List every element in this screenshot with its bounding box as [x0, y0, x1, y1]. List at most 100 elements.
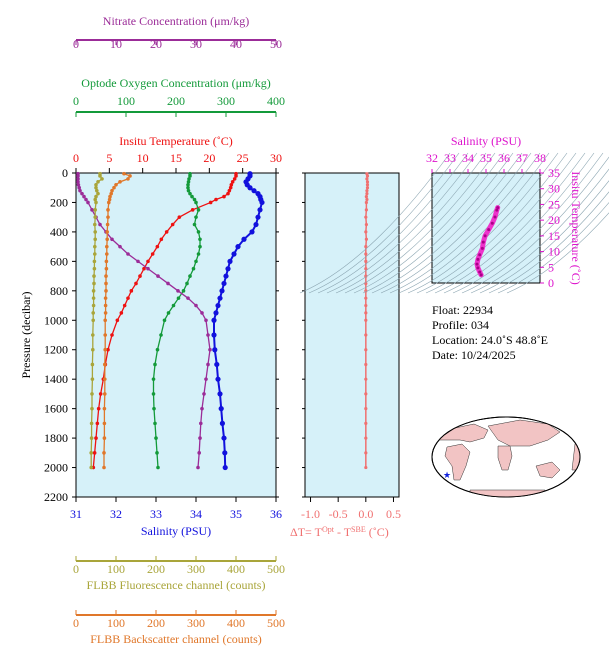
nitrate-point	[208, 347, 212, 352]
delta-t-point	[364, 377, 368, 381]
nitrate-point	[118, 244, 122, 249]
backscatter-axis-label: FLBB Backscatter channel (counts)	[90, 632, 262, 646]
delta-t-point	[364, 465, 368, 470]
delta-t-point	[364, 296, 368, 300]
fluorescence-point	[90, 377, 95, 381]
delta-t-point	[364, 407, 368, 411]
fluorescence-axis-label: FLBB Fluorescence channel (counts)	[87, 578, 266, 592]
oxygen-point	[151, 377, 156, 381]
fluorescence-tick-label: 500	[267, 562, 285, 576]
fluorescence-point	[91, 303, 96, 308]
float-info: Float: 22934 Profile: 034 Location: 24.0…	[432, 303, 548, 363]
backscatter-point	[103, 392, 107, 396]
ts-salinity-tick-label: 38	[534, 151, 546, 165]
oxygen-point	[186, 188, 191, 193]
salinity-point	[211, 332, 217, 338]
fluorescence-point	[95, 188, 99, 193]
oxygen-point	[188, 191, 192, 196]
oxygen-point	[151, 392, 156, 396]
density-contour	[299, 152, 451, 294]
fluorescence-point	[92, 281, 96, 286]
ts-point	[476, 266, 480, 270]
nitrate-point	[76, 180, 80, 184]
nitrate-point	[200, 311, 204, 315]
oxygen-point	[194, 200, 198, 205]
delta-t-point	[364, 333, 368, 337]
oxygen-point	[192, 197, 197, 202]
pressure-axis-label: Pressure (decibar)	[19, 292, 33, 379]
delta-t-point	[365, 186, 370, 190]
ts-plot-area	[431, 172, 541, 284]
backscatter-point	[114, 182, 118, 187]
temperature-point	[234, 174, 238, 178]
backscatter-point	[104, 259, 109, 264]
density-contour	[416, 152, 568, 294]
temperature-point	[208, 200, 213, 205]
pressure-tick-label: 2000	[44, 461, 68, 475]
fluorescence-tick-label: 300	[187, 562, 205, 576]
backscatter-point	[102, 421, 107, 426]
temperature-point	[119, 311, 124, 315]
nitrate-point	[156, 274, 160, 278]
temperature-point	[138, 274, 142, 278]
backscatter-point	[106, 215, 110, 219]
temperature-point	[232, 177, 237, 181]
temperature-tick-label: 15	[170, 151, 182, 165]
fluorescence-point	[94, 194, 98, 199]
oxygen-point	[198, 237, 202, 242]
temperature-point	[155, 244, 160, 249]
ts-point	[481, 240, 485, 244]
ts-temperature-tick-label: 5	[548, 260, 554, 274]
density-contour	[308, 152, 460, 294]
backscatter-point	[102, 465, 106, 470]
ts-temperature-tick-label: 35	[548, 166, 560, 180]
continent	[487, 419, 561, 447]
nitrate-point	[98, 222, 102, 227]
nitrate-point	[84, 197, 88, 202]
ts-salinity-tick-label: 35	[480, 151, 492, 165]
delta-t-point	[364, 222, 368, 227]
salinity-point	[217, 295, 223, 301]
temperature-point	[227, 188, 232, 193]
ts-point	[478, 253, 482, 257]
fluorescence-point	[91, 311, 95, 315]
oxygen-point	[181, 289, 186, 293]
continent	[497, 445, 513, 471]
density-contour	[470, 168, 609, 294]
pressure-tick-label: 600	[50, 254, 68, 268]
salinity-tick-label: 36	[270, 507, 282, 521]
backscatter-point	[105, 230, 109, 234]
backscatter-point	[104, 266, 109, 271]
temperature-point	[146, 259, 150, 264]
ts-point	[476, 257, 480, 261]
nitrate-tick-label: 20	[150, 37, 162, 51]
fluorescence-point	[93, 244, 97, 249]
delta-t-point	[364, 421, 368, 425]
temperature-tick-label: 5	[106, 151, 112, 165]
oxygen-point	[176, 296, 181, 300]
backscatter-point	[105, 237, 109, 242]
ts-point	[493, 215, 497, 219]
nitrate-point	[86, 200, 90, 205]
salinity-point	[257, 207, 263, 213]
backscatter-point	[128, 174, 132, 178]
fluorescence-point	[91, 347, 95, 352]
fluorescence-point	[92, 266, 97, 271]
nitrate-point	[200, 406, 204, 411]
fluorescence-point	[98, 174, 102, 178]
delta-t-tick-label: -0.5	[329, 507, 348, 521]
temperature-point	[150, 252, 155, 256]
temperature-point	[95, 421, 100, 426]
oxygen-point	[188, 174, 192, 178]
delta-t-point	[364, 194, 368, 199]
temperature-point	[170, 222, 175, 227]
temperature-point	[142, 266, 146, 271]
temperature-point	[126, 296, 130, 300]
oxygen-tick-label: 200	[167, 94, 185, 108]
ts-point	[480, 246, 484, 250]
fluorescence-point	[93, 252, 97, 256]
fluorescence-point	[89, 421, 94, 426]
salinity-point	[213, 310, 219, 316]
backscatter-point	[103, 311, 108, 315]
